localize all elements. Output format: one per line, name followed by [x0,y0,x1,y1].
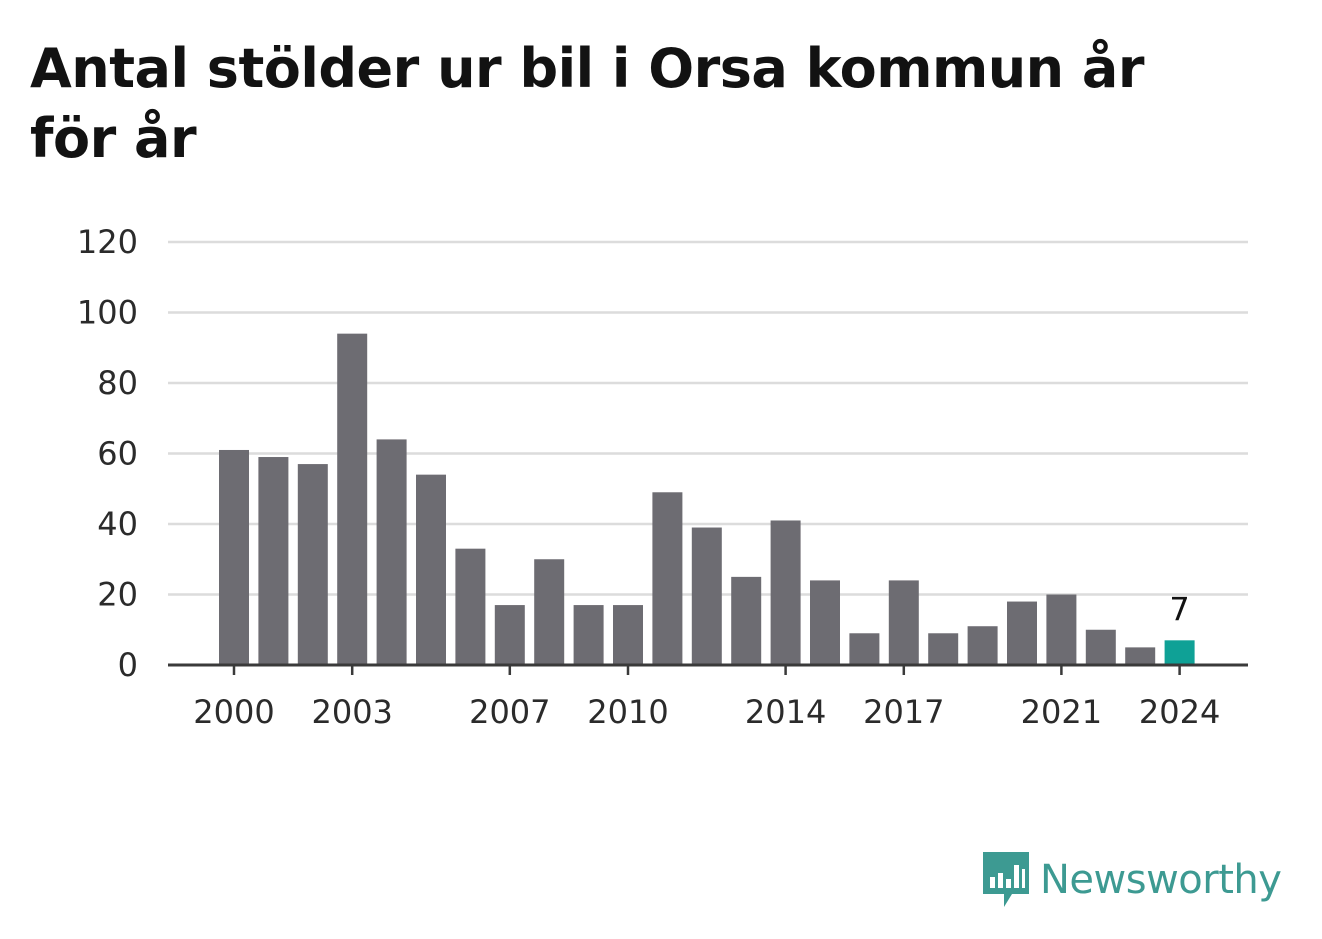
bar-layer: 7 [219,333,1195,665]
y-tick-label: 40 [97,505,138,543]
bar [416,474,446,665]
y-tick-label: 120 [77,223,138,261]
bar [534,559,565,665]
bar [928,633,959,665]
bar [967,626,998,665]
bar [219,449,249,665]
bar [849,633,880,665]
bar [573,605,604,665]
bar [376,439,407,665]
x-tick-label: 2014 [745,693,826,731]
brand-name: Newsworthy [1040,857,1282,903]
chart-title: Antal stölder ur bil i Orsa kommun år fö… [30,37,1145,170]
x-tick-label: 2003 [311,693,392,731]
bar [258,457,289,665]
bar [455,548,486,665]
bar [770,520,801,665]
bar [888,580,919,665]
bar [1125,647,1156,665]
axis-layer: 0 20 40 60 80 100 120 2000 2003 2007 2010 2014 2017 2… [77,223,1248,731]
x-tick-label: 2007 [469,693,550,731]
bar [337,333,368,665]
x-tick-label: 2024 [1139,693,1220,731]
x-tick-label: 2000 [193,693,274,731]
x-tick-label: 2017 [863,693,944,731]
bar [1007,601,1037,665]
data-label: 7 [1169,590,1189,628]
bar [810,580,840,665]
x-tick-label: 2021 [1021,693,1102,731]
bar [1046,594,1077,665]
newsworthy-logo-icon [983,852,1029,907]
y-tick-label: 80 [97,364,138,402]
brand-logo: Newsworthy [980,848,1282,912]
x-tick-label: 2010 [587,693,668,731]
bar [494,605,525,665]
y-tick-label: 60 [97,435,138,473]
bar [691,527,722,665]
bar [613,605,643,665]
bar-chart: 7 0 20 40 60 80 100 120 2000 2003 2007 2010 2014 201… [77,223,1248,731]
bar [731,576,762,665]
bar [297,464,328,665]
y-tick-label: 0 [118,646,138,684]
bar [652,492,683,665]
bar [1085,629,1116,665]
y-tick-label: 100 [77,294,138,332]
bar [1164,640,1195,665]
y-tick-label: 20 [97,576,138,614]
